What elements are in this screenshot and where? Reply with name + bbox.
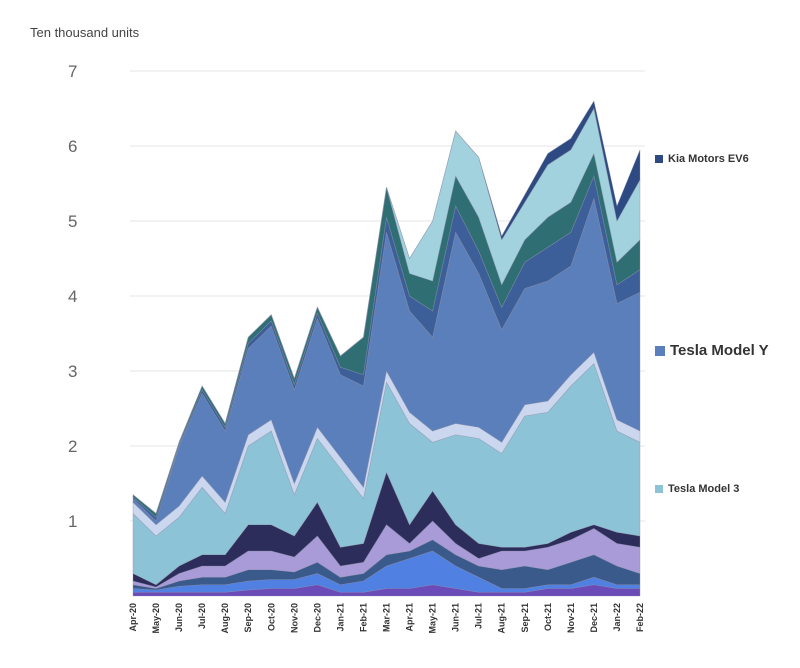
legend-item-tesla-model-y: Tesla Model Y — [655, 342, 769, 359]
legend-swatch — [655, 155, 663, 163]
x-tick-label: May-20 — [151, 603, 161, 634]
x-tick-label: Apr-20 — [128, 603, 138, 632]
x-tick-label: Dec-20 — [312, 603, 322, 633]
y-tick-label: 7 — [68, 62, 77, 81]
x-tick-label: Jul-20 — [197, 603, 207, 629]
y-tick-label: 1 — [68, 512, 77, 531]
x-tick-label: Jan-22 — [612, 603, 622, 632]
y-axis-unit-label: Ten thousand units — [30, 25, 140, 40]
legend-label: Kia Motors EV6 — [668, 153, 749, 165]
legend-swatch — [655, 485, 663, 493]
x-tick-label: Nov-20 — [289, 603, 299, 633]
x-tick-label: Feb-21 — [358, 603, 368, 632]
x-tick-label: Sep-21 — [520, 603, 530, 633]
x-tick-label: May-21 — [428, 603, 438, 634]
y-tick-label: 2 — [68, 437, 77, 456]
x-tick-label: Jun-20 — [174, 603, 184, 632]
x-tick-label: Feb-22 — [635, 603, 645, 632]
legend-item-tesla-model-3: Tesla Model 3 — [655, 483, 739, 495]
y-tick-label: 5 — [68, 212, 77, 231]
legend-swatch — [655, 345, 665, 356]
x-tick-label: Oct-20 — [266, 603, 276, 631]
x-tick-label: Jul-21 — [474, 603, 484, 629]
x-tick-label: Mar-21 — [382, 603, 392, 632]
x-tick-label: Oct-21 — [543, 603, 553, 631]
legend-label: Tesla Model 3 — [668, 483, 740, 495]
x-tick-label: Aug-20 — [220, 603, 230, 634]
x-tick-label: Dec-21 — [589, 603, 599, 633]
y-tick-label: 6 — [68, 137, 77, 156]
legend-item-kia-ev6: Kia Motors EV6 — [655, 153, 749, 165]
y-tick-label: 3 — [68, 362, 77, 381]
x-tick-label: Nov-21 — [566, 603, 576, 633]
x-tick-label: Jan-21 — [335, 603, 345, 632]
x-tick-label: Apr-21 — [405, 603, 415, 632]
y-tick-label: 4 — [68, 287, 77, 306]
x-tick-label: Aug-21 — [497, 603, 507, 634]
legend-label: Tesla Model Y — [670, 342, 769, 359]
x-tick-label: Sep-20 — [243, 603, 253, 633]
x-tick-label: Jun-21 — [451, 603, 461, 632]
area-kia-motors-ev6 — [132, 100, 641, 515]
